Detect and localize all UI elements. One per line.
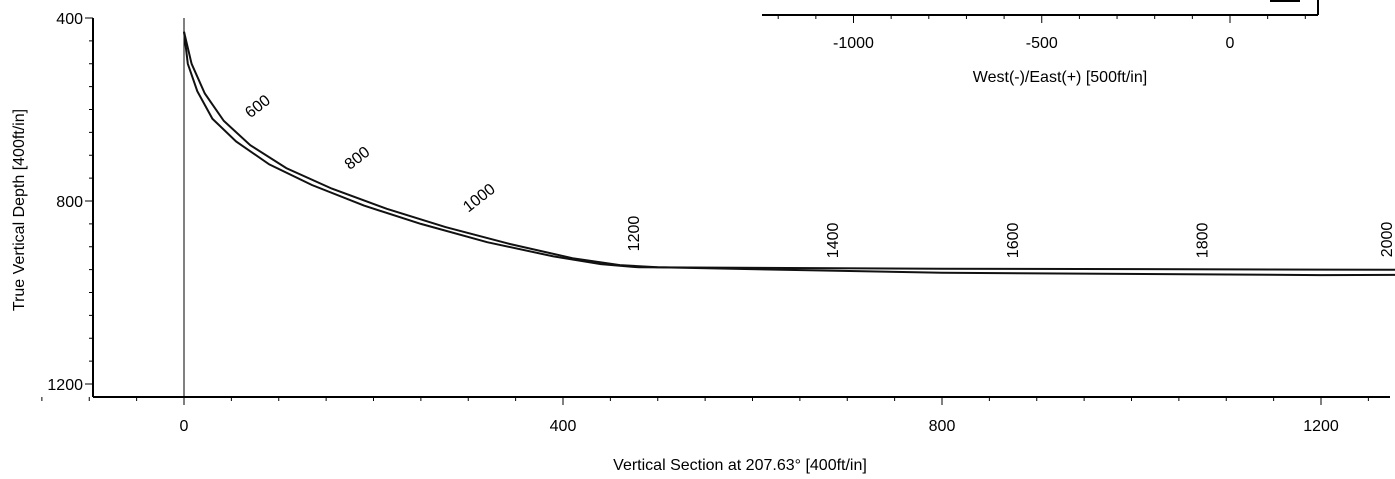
x-axis-title: Vertical Section at 207.63° [400ft/in] bbox=[613, 457, 867, 474]
x-ticks: 04008001200160020002400 bbox=[41, 397, 1369, 435]
md-label: 800 bbox=[342, 144, 374, 174]
inset-tick-label: 0 bbox=[1226, 35, 1235, 52]
y-tick-label: 800 bbox=[56, 194, 83, 211]
md-label: 1800 bbox=[1194, 222, 1211, 258]
x-tick-label: 1200 bbox=[1303, 418, 1339, 435]
x-tick-label: 800 bbox=[929, 418, 956, 435]
md-label: 1400 bbox=[825, 222, 842, 258]
md-label: 1000 bbox=[460, 181, 499, 216]
well-path-2 bbox=[183, 31, 1395, 277]
md-label: 600 bbox=[242, 92, 274, 122]
plan-view-inset: -1000 -500 0 West(-)/East(+) [500ft/in] bbox=[762, 0, 1319, 86]
md-label: 1600 bbox=[1005, 222, 1022, 258]
well-paths bbox=[183, 31, 1395, 277]
md-label: 2000 bbox=[1379, 222, 1395, 258]
inset-x-axis-title: West(-)/East(+) [500ft/in] bbox=[973, 69, 1147, 86]
md-label: 1200 bbox=[626, 216, 643, 252]
y-axis-title: True Vertical Depth [400ft/in] bbox=[11, 109, 28, 311]
y-ticks: 400 800 1200 bbox=[47, 11, 93, 394]
y-tick-label: 1200 bbox=[47, 377, 83, 394]
x-tick-label: 400 bbox=[550, 418, 577, 435]
inset-ticks: -1000 -500 0 bbox=[777, 15, 1306, 52]
x-tick-label: 0 bbox=[180, 418, 189, 435]
y-tick-label: 400 bbox=[56, 11, 83, 28]
inset-tick-label: -1000 bbox=[833, 35, 874, 52]
inset-tick-label: -500 bbox=[1026, 35, 1058, 52]
well-path-1 bbox=[183, 31, 1395, 271]
